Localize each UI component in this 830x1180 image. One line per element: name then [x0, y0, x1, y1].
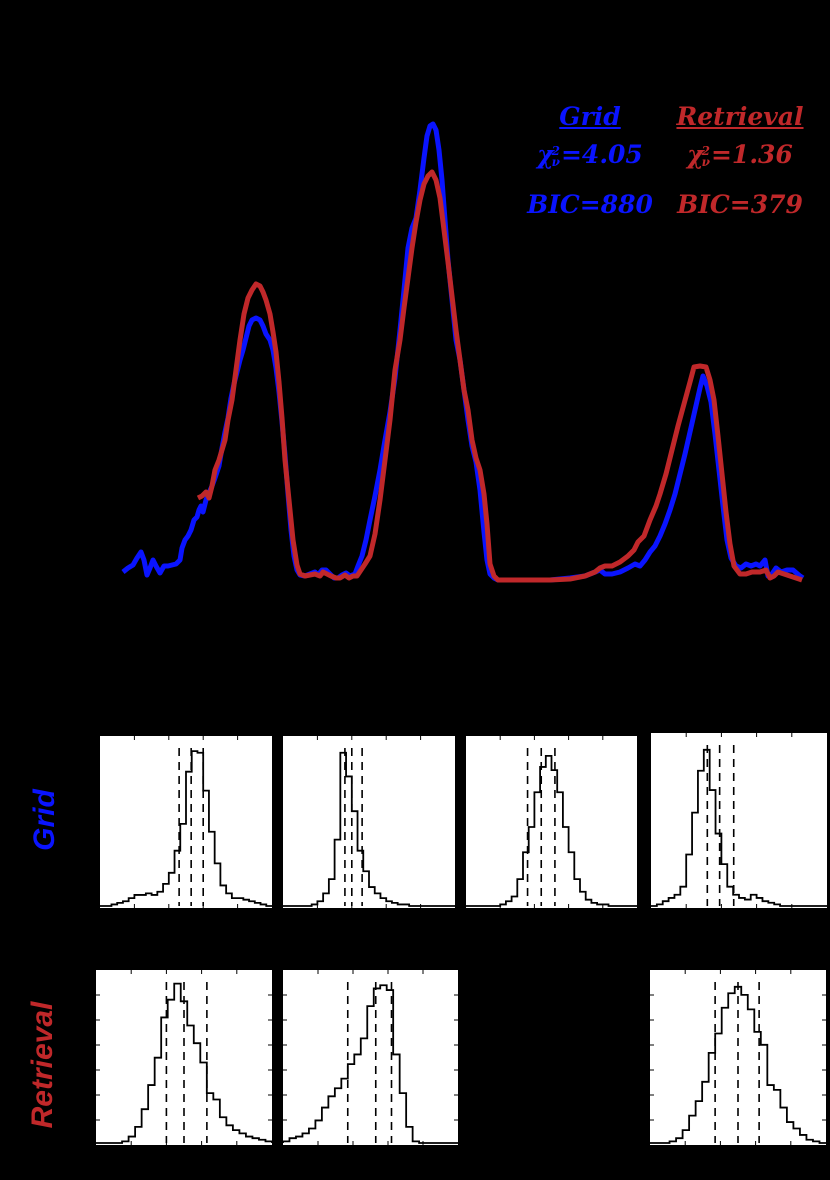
histogram-retrieval-1	[96, 970, 272, 1145]
histogram-step-line	[100, 750, 272, 907]
spectrum-plot	[121, 121, 805, 583]
histogram-svg	[96, 970, 272, 1145]
histogram-svg	[283, 970, 458, 1145]
histogram-step-line	[283, 751, 455, 907]
retrieval-model-line	[196, 169, 803, 583]
histogram-step-line	[651, 748, 827, 907]
histogram-grid-1	[100, 736, 272, 908]
histogram-step-line	[466, 755, 637, 907]
histogram-svg	[100, 736, 272, 908]
histogram-grid-3	[466, 736, 637, 908]
histogram-grid-2	[283, 736, 455, 908]
legend-retrieval-title: Retrieval	[676, 102, 804, 131]
legend-grid-chi2: χ 2 ν =4.05	[537, 140, 643, 169]
histogram-step-line	[96, 982, 272, 1144]
histogram-grid-4	[651, 733, 827, 908]
histogram-svg	[651, 733, 827, 908]
histogram-retrieval-2	[283, 970, 458, 1145]
histogram-step-line	[283, 984, 458, 1144]
legend-grid-bic: BIC=880	[527, 190, 653, 219]
legend-grid: Grid χ 2 ν =4.05 BIC=880	[520, 102, 660, 220]
legend-retrieval-bic: BIC=379	[677, 190, 803, 219]
histogram-svg	[283, 736, 455, 908]
legend-retrieval-chi2: χ 2 ν =1.36	[687, 140, 793, 169]
histogram-svg	[650, 970, 826, 1145]
row-label-grid: Grid	[28, 789, 61, 851]
legend-retrieval: Retrieval χ 2 ν =1.36 BIC=379	[660, 102, 820, 220]
legend-grid-title: Grid	[559, 102, 621, 131]
histogram-svg	[466, 736, 637, 908]
histogram-step-line	[650, 985, 826, 1144]
histogram-retrieval-4	[650, 970, 826, 1145]
row-label-retrieval: Retrieval	[26, 1001, 59, 1129]
